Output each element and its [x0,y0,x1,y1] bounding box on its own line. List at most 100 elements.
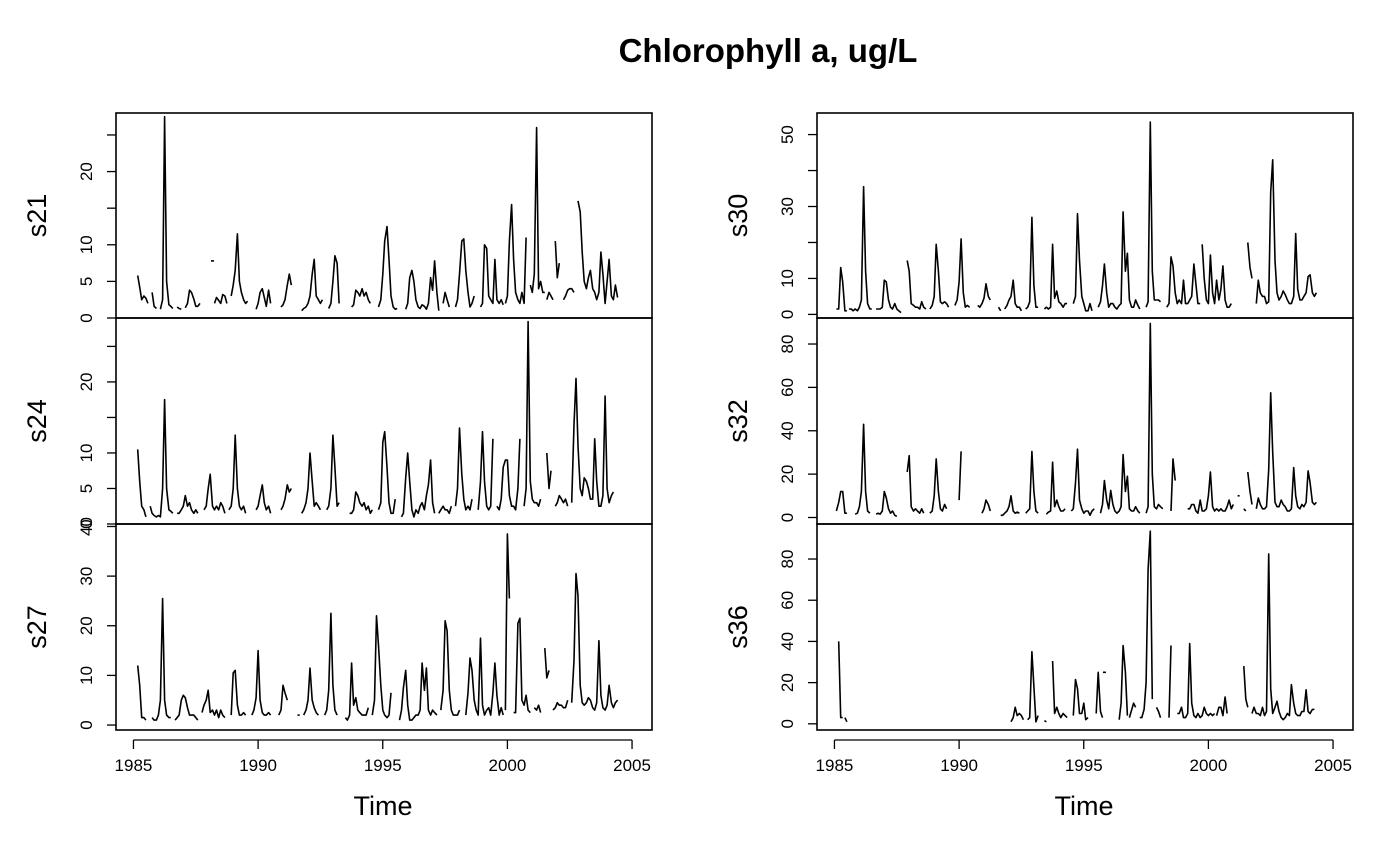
series-line [1166,256,1201,308]
series-line [278,684,289,716]
series-line [151,292,157,310]
series-line [351,287,372,308]
series-line [844,717,848,723]
series-line [875,490,898,518]
series-line [929,458,948,514]
series-line [1027,650,1039,723]
series-line [201,689,226,719]
panel-s21: 0 5 10 20 s21 [22,112,653,323]
series-line [1255,159,1318,305]
y-tick-label: 5 [77,484,96,493]
series-line [1177,642,1216,719]
series-line [230,233,249,305]
series-line [1072,678,1089,721]
x-tick-label: 1990 [239,756,277,775]
series-line [149,398,174,518]
y-tick-label: 10 [778,269,797,288]
series-line [570,572,619,711]
series-line [546,452,552,490]
series-line [997,306,1002,312]
series-line [344,662,370,721]
series-line [562,287,575,301]
series-line [177,494,199,515]
y-tick-label: 0 [778,310,797,319]
y-tick-label: 20 [77,616,96,635]
series-line [1051,660,1068,719]
series-line [906,260,927,310]
x-tick-label: 1995 [1065,756,1103,775]
x-axis: 1985 1990 1995 2000 2005 [816,739,1352,775]
series-line [848,185,872,312]
series-line [404,260,440,311]
series-line [1251,553,1315,721]
x-tick-label: 2005 [613,756,651,775]
panel-frame [816,112,1354,319]
series-line [1099,453,1141,515]
series-line [323,612,338,716]
panel-s36: 0 20 40 60 80 s36 1985 1990 1995 2000 2005 [723,523,1354,775]
series-line [836,266,847,312]
series-line [1025,450,1039,514]
x-tick-label: 2000 [1189,756,1227,775]
y-tick-label: 80 [778,550,797,569]
series-line [1070,448,1095,517]
series-line [398,662,438,721]
x-tick-label: 1985 [816,756,854,775]
y-tick-label: 20 [77,372,96,391]
panel-frame [816,523,1354,731]
series-line [327,255,340,309]
series-line [477,430,494,511]
y-tick-label: 80 [778,335,797,354]
series-line [151,597,171,721]
series-line [529,126,545,294]
y-tick-label: 0 [778,719,797,728]
series-line [533,704,542,713]
series-line [301,452,322,514]
series-line [835,490,847,515]
y-tick-label: 50 [778,125,797,144]
series-line [504,533,511,711]
series-line [371,614,392,719]
series-line [1155,706,1162,718]
y-tick-label: 20 [778,673,797,692]
series-label: s27 [22,605,52,649]
figure-title: Chlorophyll a, ug/L [619,32,918,69]
series-line [136,449,147,518]
panel-frame [115,112,653,319]
y-tick-label: 20 [778,465,797,484]
series-line [1097,211,1141,310]
series-line [544,648,550,679]
series-line [228,434,247,514]
series-line [301,258,324,312]
y-tick-label: 40 [778,632,797,651]
series-line [203,473,226,514]
series-line [1010,706,1025,723]
series-line [184,289,201,309]
series-line [570,377,615,508]
x-axis-label-right: Time [1055,791,1114,821]
series-line [1000,494,1020,517]
series-line [876,279,902,314]
series-line [554,494,569,507]
y-tick-label: 0 [77,519,96,528]
y-tick-label: 10 [77,666,96,685]
series-line [1243,666,1249,708]
series-line [400,452,436,518]
series-line [440,619,461,716]
series-line [442,291,451,308]
series-line [1045,461,1066,515]
x-tick-label: 1990 [940,756,978,775]
series-line [1201,244,1232,309]
series-line [136,275,149,304]
series-line [1004,279,1023,312]
series-line [977,282,991,309]
series-line [174,694,199,721]
y-tick-label: 40 [778,421,797,440]
series-line [1187,471,1235,515]
series-line [1025,216,1039,310]
series-line [176,306,182,310]
x-tick-label: 1995 [364,756,402,775]
series-line [1095,671,1104,718]
y-tick-label: 60 [778,591,797,610]
